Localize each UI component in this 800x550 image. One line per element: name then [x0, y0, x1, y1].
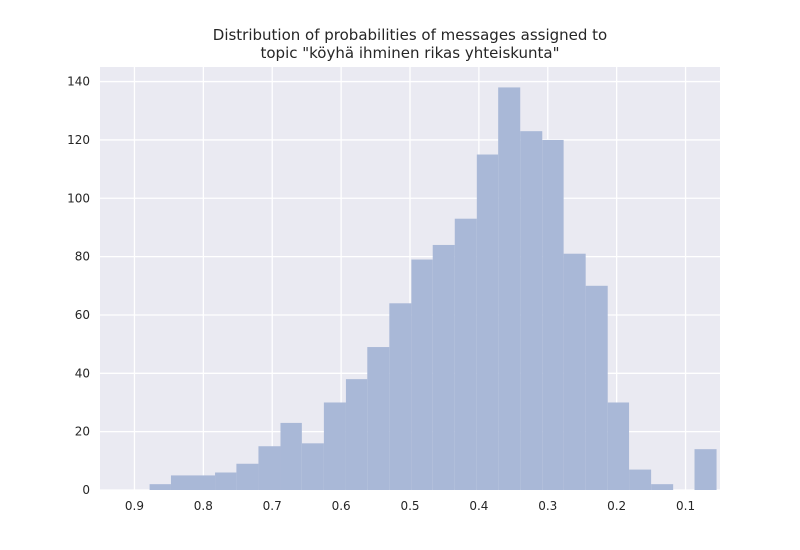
y-tick-label: 40 — [75, 366, 90, 380]
x-tick-label: 0.2 — [607, 499, 626, 513]
bar — [432, 244, 455, 490]
bar — [542, 139, 564, 490]
x-tick-label: 0.4 — [469, 499, 488, 513]
bar — [280, 422, 302, 490]
chart-title: topic "köyhä ihminen rikas yhteiskunta" — [260, 44, 559, 62]
bar — [215, 472, 237, 490]
y-tick-label: 60 — [75, 308, 90, 322]
bar — [236, 463, 259, 490]
bar — [149, 484, 171, 490]
x-tick-label: 0.3 — [538, 499, 557, 513]
bar — [193, 475, 216, 490]
bars — [149, 87, 717, 491]
bar — [520, 131, 543, 490]
bar — [498, 87, 521, 491]
bar — [454, 218, 477, 491]
x-tick-label: 0.6 — [332, 499, 351, 513]
y-tick-label: 100 — [67, 191, 90, 205]
y-tick-label: 140 — [67, 75, 90, 89]
y-tick-label: 20 — [75, 425, 90, 439]
chart-title: Distribution of probabilities of message… — [213, 26, 607, 44]
bar — [694, 449, 717, 490]
bar — [389, 303, 412, 490]
bar — [411, 259, 433, 490]
bar — [367, 347, 390, 490]
y-tick-label: 80 — [75, 250, 90, 264]
bar — [651, 484, 674, 490]
x-tick-label: 0.1 — [676, 499, 695, 513]
x-tick-label: 0.8 — [194, 499, 213, 513]
bar — [563, 253, 586, 490]
y-tick-label: 120 — [67, 133, 90, 147]
bar — [301, 443, 324, 490]
y-tick-label: 0 — [82, 483, 90, 497]
x-tick-label: 0.5 — [400, 499, 419, 513]
x-tick-label: 0.7 — [263, 499, 282, 513]
bar — [345, 379, 368, 490]
bar — [170, 475, 193, 490]
x-tick-label: 0.9 — [125, 499, 144, 513]
bar — [323, 402, 346, 490]
bar — [607, 402, 630, 490]
bar — [585, 285, 608, 490]
bar — [629, 469, 652, 490]
labels: 0 20 40 60 80 100 120 140 0.9 0.8 0.7 0.6 0.5 0.4 0.3 0… — [67, 75, 695, 513]
bar — [476, 154, 499, 490]
bar — [258, 446, 281, 490]
